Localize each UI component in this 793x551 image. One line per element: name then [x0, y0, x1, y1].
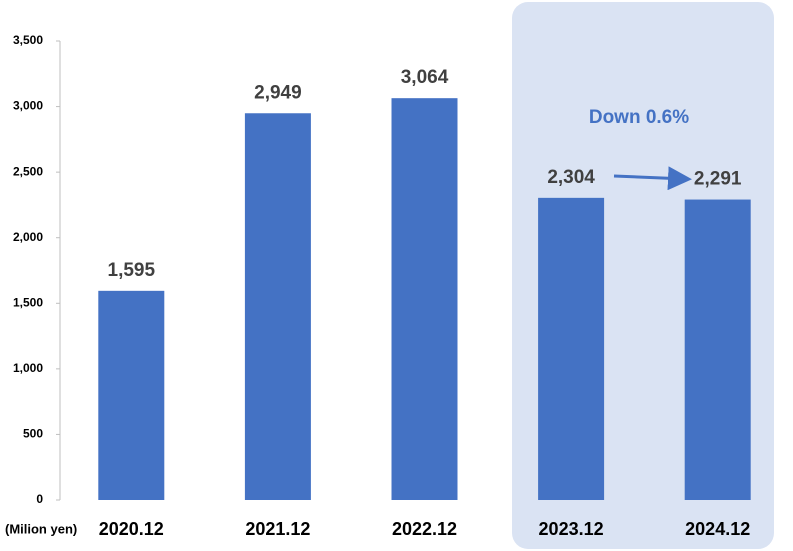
y-tick-label: 2,500 [13, 164, 43, 178]
annotation: Down 0.6% [589, 107, 689, 128]
value-label: 3,064 [401, 67, 449, 88]
trend-arrow [613, 166, 692, 191]
value-label: 2,291 [694, 169, 742, 190]
value-label: 2,949 [254, 82, 302, 103]
x-tick-label: 2022.12 [392, 519, 457, 539]
bar [98, 290, 165, 500]
value-label: 2,304 [547, 167, 595, 188]
y-tick-label: 3,500 [13, 33, 43, 47]
x-tick-label: 2021.12 [245, 519, 310, 539]
x-tick-label: 2020.12 [99, 519, 164, 539]
x-tick-label: 2023.12 [539, 519, 604, 539]
y-tick-label: 1,500 [13, 295, 43, 309]
y-tick-label: 2,000 [13, 230, 43, 244]
y-tick-label: 500 [23, 427, 43, 441]
y-tick-label: 1,000 [13, 361, 43, 375]
bar [391, 98, 458, 500]
bar [684, 199, 751, 501]
y-tick-label: 0 [36, 492, 43, 506]
bar [538, 197, 605, 500]
y-tick-label: 3,000 [13, 99, 43, 113]
x-tick-label: 2024.12 [685, 519, 750, 539]
bar [244, 113, 311, 501]
unit-label: (Milion yen) [5, 521, 77, 536]
value-label: 1,595 [108, 260, 156, 281]
